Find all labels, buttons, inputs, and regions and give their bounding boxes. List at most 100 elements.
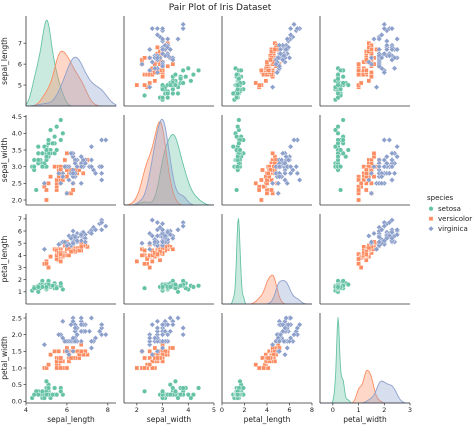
point-setosa-18 [338,67,344,73]
point-virginica-48 [68,150,74,157]
point-versicolor-41 [366,245,372,251]
point-virginica-46 [275,180,282,187]
point-virginica-25 [88,338,95,345]
point-virginica-35 [287,163,294,170]
point-setosa-49 [167,392,173,398]
xtick-label-petal_width-1: 1 [357,406,361,414]
point-virginica-21 [55,241,62,248]
point-virginica-46 [146,240,153,247]
point-versicolor-43 [356,187,361,193]
point-setosa-48 [50,140,56,146]
point-virginica-44 [78,231,85,238]
xtick-label-petal_length-0: 0 [220,406,224,414]
point-virginica-14 [59,318,66,325]
point-versicolor-49 [363,68,369,73]
point-setosa-49 [167,82,173,88]
point-virginica-21 [55,170,62,177]
point-setosa-18 [58,137,64,143]
point-virginica-34 [149,351,156,358]
point-setosa-37 [332,144,338,150]
point-virginica-49 [61,238,68,245]
panel-grid: 5 6 7 sepal_length 2.0 2.5 3.0 3.5 4.0 4.5 sepal_w… [0,16,412,424]
point-setosa-44 [340,278,346,284]
point-versicolor-9 [48,254,53,259]
point-virginica-45 [78,237,85,244]
point-virginica-33 [276,348,283,355]
point-virginica-35 [287,25,294,32]
xtick-label-petal_width-0: 0 [331,406,335,414]
point-virginica-13 [57,180,64,187]
point-versicolor-48 [147,265,153,270]
xtick-label-sepal_length-6: 6 [65,406,69,414]
point-setosa-48 [178,283,184,289]
point-virginica-49 [61,163,68,170]
point-versicolor-29 [149,259,155,264]
point-virginica-49 [61,338,68,345]
point-setosa-23 [343,154,349,160]
point-setosa-33 [190,72,196,78]
point-versicolor-36 [272,47,278,52]
point-versicolor-17 [356,251,361,257]
point-setosa-41 [33,187,39,193]
point-versicolor-9 [366,78,372,84]
point-virginica-38 [159,242,166,249]
point-virginica-35 [159,25,166,32]
point-virginica-31 [102,137,109,143]
point-virginica-44 [394,153,401,160]
point-virginica-39 [383,160,390,167]
point-versicolor-14 [157,257,163,263]
point-virginica-42 [151,65,158,72]
point-virginica-48 [169,56,176,63]
point-virginica-29 [88,163,95,170]
point-virginica-44 [167,46,174,53]
point-setosa-15 [340,117,346,123]
point-setosa-15 [196,385,202,391]
legend: species setosa versicolor virginica [427,194,472,233]
point-setosa-43 [172,378,178,384]
point-versicolor-41 [366,164,372,169]
point-virginica-30 [378,31,385,38]
point-virginica-26 [154,242,161,249]
point-virginica-34 [365,232,372,239]
legend-label-virginica: virginica [438,225,468,233]
point-setosa-33 [335,124,341,130]
point-setosa-15 [58,117,64,123]
point-virginica-33 [368,238,375,245]
panel-petal_length-vs-petal_length [221,214,312,305]
point-virginica-47 [277,50,284,57]
point-virginica-32 [154,232,161,239]
panel-petal_width-vs-sepal_width: 2 3 4 5 sepal_width [123,313,216,424]
point-setosa-49 [335,154,341,160]
point-setosa-41 [338,187,344,193]
point-versicolor-48 [46,265,51,270]
point-virginica-46 [70,180,77,187]
point-setosa-47 [165,90,171,96]
ytick-label-sepal_width-2: 2.0 [12,196,22,204]
panel-sepal_width-vs-petal_width [319,115,410,206]
point-virginica-49 [276,163,283,170]
point-virginica-34 [149,59,156,66]
point-setosa-43 [345,147,351,153]
point-virginica-30 [287,31,294,38]
point-virginica-33 [368,170,375,177]
point-versicolor-48 [46,362,51,367]
panel-sepal_width-vs-sepal_width [123,115,214,206]
point-virginica-34 [365,59,372,66]
point-virginica-6 [146,84,153,91]
point-setosa-43 [172,282,178,288]
point-virginica-44 [283,46,290,53]
point-setosa-41 [142,285,148,291]
point-virginica-21 [381,69,388,76]
xtick-label-sepal_width-4: 4 [186,406,190,414]
point-virginica-47 [381,163,388,170]
point-virginica-31 [381,21,388,28]
point-versicolor-10 [259,197,264,203]
point-virginica-35 [389,25,395,32]
legend-label-versicolor: versicolor [438,215,472,223]
point-versicolor-49 [58,251,64,257]
point-setosa-47 [335,90,341,96]
point-versicolor-48 [358,80,364,86]
point-virginica-19 [63,190,70,197]
point-virginica-25 [164,36,171,43]
point-versicolor-31 [54,365,59,371]
